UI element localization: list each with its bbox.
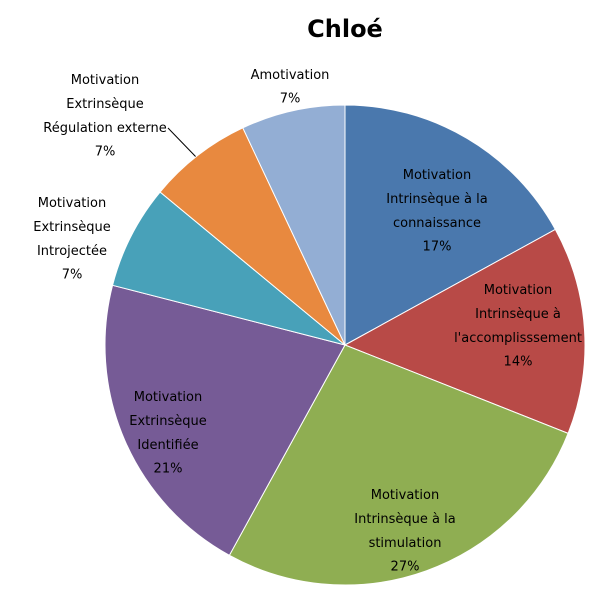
value-label: 27%: [391, 560, 420, 575]
slice-label: Motivation Intrinsèque à la connaissance: [386, 168, 487, 231]
value-label: 14%: [504, 355, 533, 370]
pie-slice: [343, 228, 586, 434]
value-label: 7%: [62, 268, 83, 283]
leader-line: [167, 127, 198, 159]
pie-slice: [159, 127, 346, 346]
slice-label: Amotivation: [251, 68, 330, 83]
value-label: 17%: [423, 240, 452, 255]
slice-label: Motivation Extrinsèque Identifiée: [129, 390, 206, 453]
slice-label: Motivation Extrinsèque Régulation externe: [43, 73, 166, 136]
slice-label: Motivation Intrinsèque à l'accomplisssemen…: [454, 283, 582, 346]
chart-title: Chloé: [307, 15, 383, 43]
pie-slice: [104, 284, 346, 556]
value-label: 21%: [154, 462, 183, 477]
pie-slice: [242, 104, 346, 346]
slice-label: Motivation Intrinsèque à la stimulation: [354, 488, 455, 551]
pie-slice: [111, 191, 346, 346]
pie-slice: [228, 344, 569, 586]
value-label: 7%: [280, 92, 301, 107]
value-label: 7%: [95, 145, 116, 160]
slice-label: Motivation Extrinsèque Introjectée: [33, 196, 110, 259]
pie-slice: [344, 104, 556, 346]
